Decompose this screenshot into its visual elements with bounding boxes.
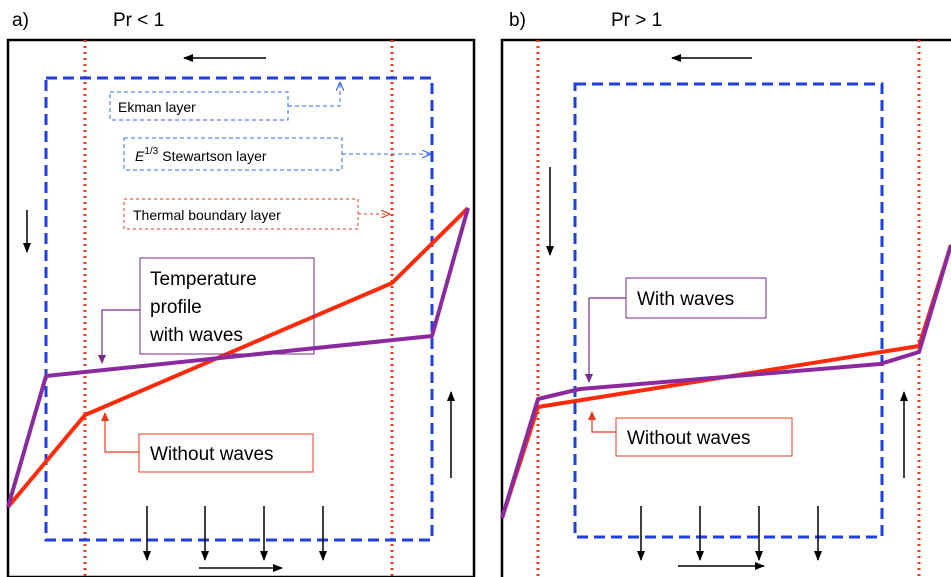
panel-a-condition: Pr < 1 xyxy=(113,10,164,31)
thermal-label-box xyxy=(123,198,359,230)
stewartson-label-text: Stewartson layer xyxy=(162,148,267,164)
panel-b-with-label-box xyxy=(625,277,767,319)
panel-a-without-pointer xyxy=(101,412,139,453)
panel-b-condition: Pr > 1 xyxy=(611,10,662,31)
panel-b-tag: b) xyxy=(509,10,526,31)
panel-a-stewartson-layer xyxy=(44,76,434,542)
panel-b-stewartson-layer xyxy=(573,82,884,539)
thermal-label: Thermal boundary layer xyxy=(133,207,281,223)
ekman-label: Ekman layer xyxy=(118,99,196,115)
temperature-label-box xyxy=(139,257,315,355)
stewartson-label-box xyxy=(123,137,343,171)
panel-a-without-label-box xyxy=(138,433,314,473)
panel-a: a) Pr < 1 Ekman layer E1/3 Stewartson lay… xyxy=(6,10,476,577)
temperature-label-line3: with waves xyxy=(149,325,243,346)
stewartson-label-base: E xyxy=(135,148,145,164)
panel-b-without-label-box xyxy=(615,417,793,457)
panel-a-tag: a) xyxy=(12,10,29,31)
ekman-label-box xyxy=(109,91,289,121)
panel-b-profile-with-waves xyxy=(500,244,951,519)
temperature-label-line1: Temperature xyxy=(150,269,257,290)
panel-b-frame xyxy=(500,38,951,577)
temperature-pointer xyxy=(98,309,140,364)
stewartson-label-exponent: 1/3 xyxy=(144,146,158,157)
ekman-pointer xyxy=(288,83,340,107)
panel-a-without-label: Without waves xyxy=(150,444,274,465)
panel-b-with-label: With waves xyxy=(637,289,734,310)
panel-a-profile-without-waves xyxy=(6,206,470,509)
panel-b-without-pointer xyxy=(588,411,616,433)
panel-b-with-pointer xyxy=(585,297,626,383)
temperature-label-line2: profile xyxy=(150,297,202,318)
stewartson-label: E1/3 Stewartson layer xyxy=(135,146,267,164)
panel-a-frame xyxy=(6,38,476,577)
panel-b: b) Pr > 1 With waves Without waves xyxy=(500,10,951,577)
panel-a-profile-with-waves xyxy=(6,207,470,508)
panel-b-without-label: Without waves xyxy=(627,428,751,449)
